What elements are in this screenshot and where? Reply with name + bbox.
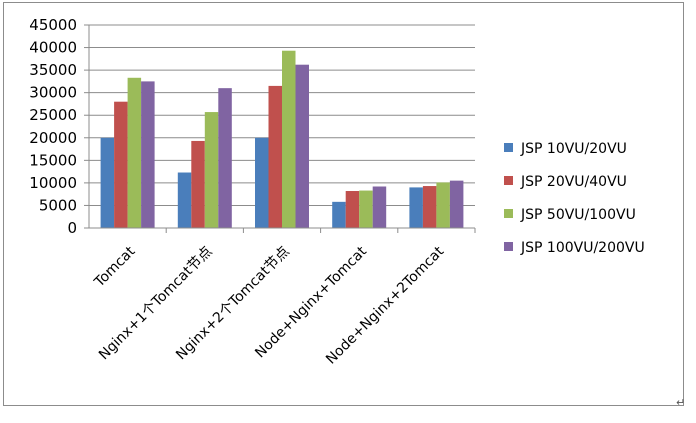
bar — [372, 186, 387, 228]
legend-swatch — [504, 143, 513, 152]
bar — [295, 64, 309, 228]
bar — [409, 187, 423, 228]
y-tick-label: 45000 — [29, 16, 77, 34]
bar — [141, 81, 155, 228]
bar — [218, 88, 232, 229]
axes — [84, 24, 476, 233]
y-tick-label: 40000 — [29, 39, 77, 57]
y-tick-label: 20000 — [29, 129, 77, 147]
legend-label: JSP 100VU/200VU — [520, 240, 645, 256]
bar — [345, 191, 360, 228]
bar — [422, 186, 437, 228]
bar — [255, 137, 269, 228]
y-tick-label: 30000 — [29, 84, 77, 102]
bar — [436, 182, 450, 228]
legend-swatch — [504, 209, 513, 218]
bar — [449, 180, 464, 228]
paragraph-mark: ↵ — [676, 396, 686, 409]
bar — [268, 85, 282, 229]
y-tick-label: 10000 — [29, 174, 77, 192]
bars — [100, 50, 464, 229]
legend-label: JSP 20VU/40VU — [520, 174, 627, 190]
bar — [191, 140, 205, 228]
bar — [127, 77, 142, 228]
x-tick-label: Tomcat — [91, 243, 139, 291]
legend: JSP 10VU/20VU JSP 20VU/40VU JSP 50VU/100VU… — [504, 141, 645, 256]
y-tick-label: 35000 — [29, 61, 77, 79]
bar — [359, 190, 373, 228]
legend-label: JSP 10VU/20VU — [520, 141, 627, 157]
bar — [177, 172, 192, 228]
y-tick-label: 5000 — [39, 196, 77, 214]
chart-frame: 0 5000 10000 15000 20000 25000 30000 35000 40000… — [3, 2, 684, 406]
y-tick-labels: 0 5000 10000 15000 20000 25000 30000 35000 40000… — [29, 16, 77, 237]
bar-chart: 0 5000 10000 15000 20000 25000 30000 35000 40000… — [29, 16, 645, 368]
legend-label: JSP 50VU/100VU — [520, 207, 636, 223]
legend-swatch — [504, 176, 513, 185]
y-tick-label: 0 — [67, 219, 77, 237]
bar — [332, 201, 346, 228]
bar — [100, 137, 115, 228]
y-tick-label: 25000 — [29, 106, 77, 124]
bar — [282, 50, 296, 228]
y-tick-label: 15000 — [29, 151, 77, 169]
x-tick-labels: TomcatNginx+1个Tomcat节点Nginx+2个Tomcat节点No… — [91, 243, 448, 367]
bar — [114, 101, 128, 228]
bar — [204, 112, 219, 228]
legend-swatch — [504, 242, 513, 251]
